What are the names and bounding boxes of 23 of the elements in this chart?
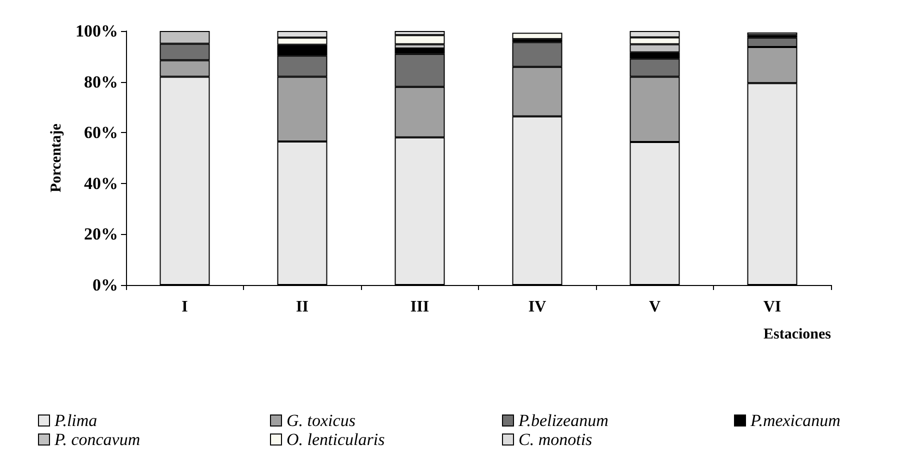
y-tick-label: 0% — [92, 276, 118, 294]
legend-label: P. concavum — [54, 430, 140, 449]
x-tick-label: I — [182, 298, 188, 316]
x-tick-label: III — [410, 298, 430, 316]
legend-label: P.belizeanum — [518, 411, 608, 430]
legend-label: P.lima — [54, 411, 98, 430]
y-tick-label: 20% — [84, 224, 118, 244]
y-tick-label: 40% — [84, 174, 118, 193]
x-tick-label: IV — [528, 298, 547, 316]
x-tick-label: VI — [763, 298, 782, 316]
y-axis-title: Porcentaje — [48, 123, 64, 192]
x-tick-label: V — [648, 298, 661, 316]
y-tick-label: 60% — [84, 123, 118, 142]
legend-label: O. lenticularis — [286, 430, 386, 449]
y-tick-label: 80% — [84, 72, 118, 92]
bar — [512, 32, 562, 40]
legend-label: C. monotis — [518, 430, 593, 449]
legend-label: G. toxicus — [286, 411, 356, 430]
y-tick-label: 100% — [76, 22, 118, 40]
x-tick-label: II — [296, 298, 308, 316]
x-axis-title: Estaciones — [764, 326, 832, 342]
legend-label: P.mexicanum — [750, 411, 840, 430]
bar — [394, 35, 445, 44]
